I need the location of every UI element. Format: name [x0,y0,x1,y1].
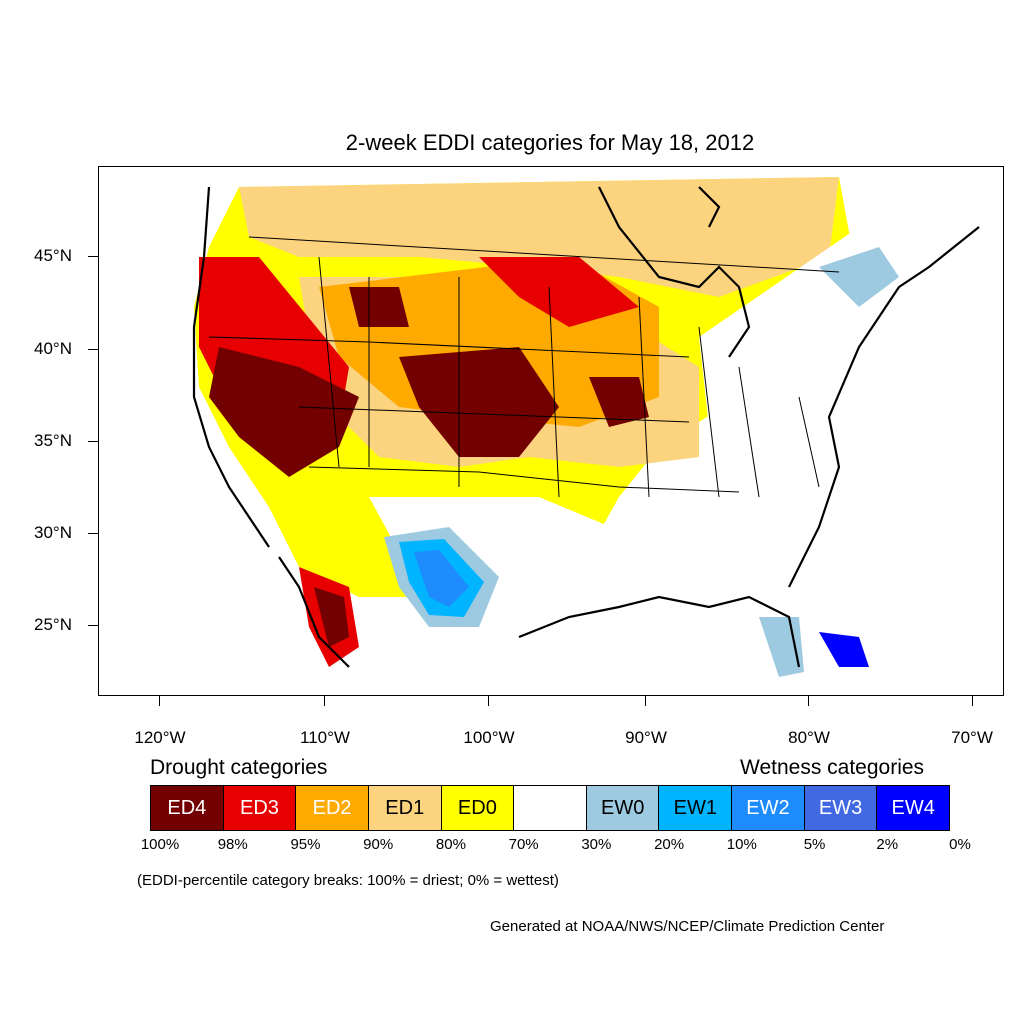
legend-swatch-ed2: ED2 [296,786,369,830]
legend-swatch-ed4: ED4 [151,786,224,830]
drought-heading: Drought categories [150,756,328,779]
legend-swatch-ed3: ED3 [223,786,297,830]
lon-tick [324,696,325,706]
map-title: 2-week EDDI categories for May 18, 2012 [345,130,755,155]
wetness-heading: Wetness categories [740,756,925,779]
legend-swatch-ed1: ED1 [368,786,442,830]
lon-label-90: 90°W [625,728,667,747]
region-ed4-west [209,347,359,477]
legend-break-label: 98% [217,836,248,853]
legend-swatch-ed0: ED0 [441,786,515,830]
legend-break-label: 80% [435,836,466,853]
coastline [192,186,980,668]
lon-tick [488,696,489,706]
lon-tick [808,696,809,706]
lat-label-45: 45°N [34,246,72,265]
eddi-map [98,166,1004,696]
region-ed4-baja [314,587,349,647]
legend-swatch-normal [514,786,587,830]
legend-swatch-ew4: EW4 [877,786,950,830]
lon-tick [645,696,646,706]
legend-break-label: 0% [949,836,971,853]
legend-break-label: 100% [140,836,180,853]
legend-swatch-ew0: EW0 [586,786,660,830]
legend-break-label: 70% [508,836,539,853]
lon-tick [972,696,973,706]
legend-break-label: 5% [803,836,826,853]
category-note: (EDDI-percentile category breaks: 100% =… [137,872,559,889]
region-normal-east [699,227,939,517]
region-ew0-florida [759,617,804,677]
lon-label-110: 110°W [300,728,350,747]
credit-line: Generated at NOAA/NWS/NCEP/Climate Predi… [490,918,885,935]
lon-label-80: 80°W [788,728,830,747]
lon-label-120: 120°W [134,728,186,747]
region-normal-south [369,497,799,677]
region-ed4-plains [399,347,559,457]
legend-break-label: 10% [726,836,757,853]
lon-label-70: 70°W [951,728,993,747]
region-ew4-caribbean [819,632,869,667]
region-ed3-north [479,257,639,327]
legend-break-label: 2% [876,836,899,853]
lat-label-30: 30°N [34,523,72,542]
region-ew2-texas [414,550,469,607]
legend-break-label: 90% [363,836,394,853]
lat-tick [88,349,98,350]
lon-label-100: 100°W [463,728,515,747]
boundaries [208,236,840,498]
region-ed1-north [239,177,839,297]
legend-break-label: 95% [290,836,321,853]
region-ew0-northeast [819,247,899,307]
lat-tick [88,625,98,626]
legend-swatch-ew3: EW3 [804,786,878,830]
lat-label-25: 25°N [34,615,72,634]
legend-bar: ED4 ED3 ED2 ED1 ED0 EW0 EW1 EW2 EW3 EW4 [150,785,950,831]
map-canvas [192,177,980,677]
legend-swatch-ew2: EW2 [732,786,805,830]
lon-tick [159,696,160,706]
region-ed4-midwest [589,377,649,427]
lat-tick [88,256,98,257]
lat-label-40: 40°N [34,339,72,358]
legend-swatch-ew1: EW1 [659,786,733,830]
lat-tick [88,533,98,534]
legend-break-label: 20% [654,836,685,853]
lat-tick [88,441,98,442]
region-ed4-north [349,287,409,327]
lat-label-35: 35°N [34,431,72,450]
legend-break-label: 30% [581,836,612,853]
